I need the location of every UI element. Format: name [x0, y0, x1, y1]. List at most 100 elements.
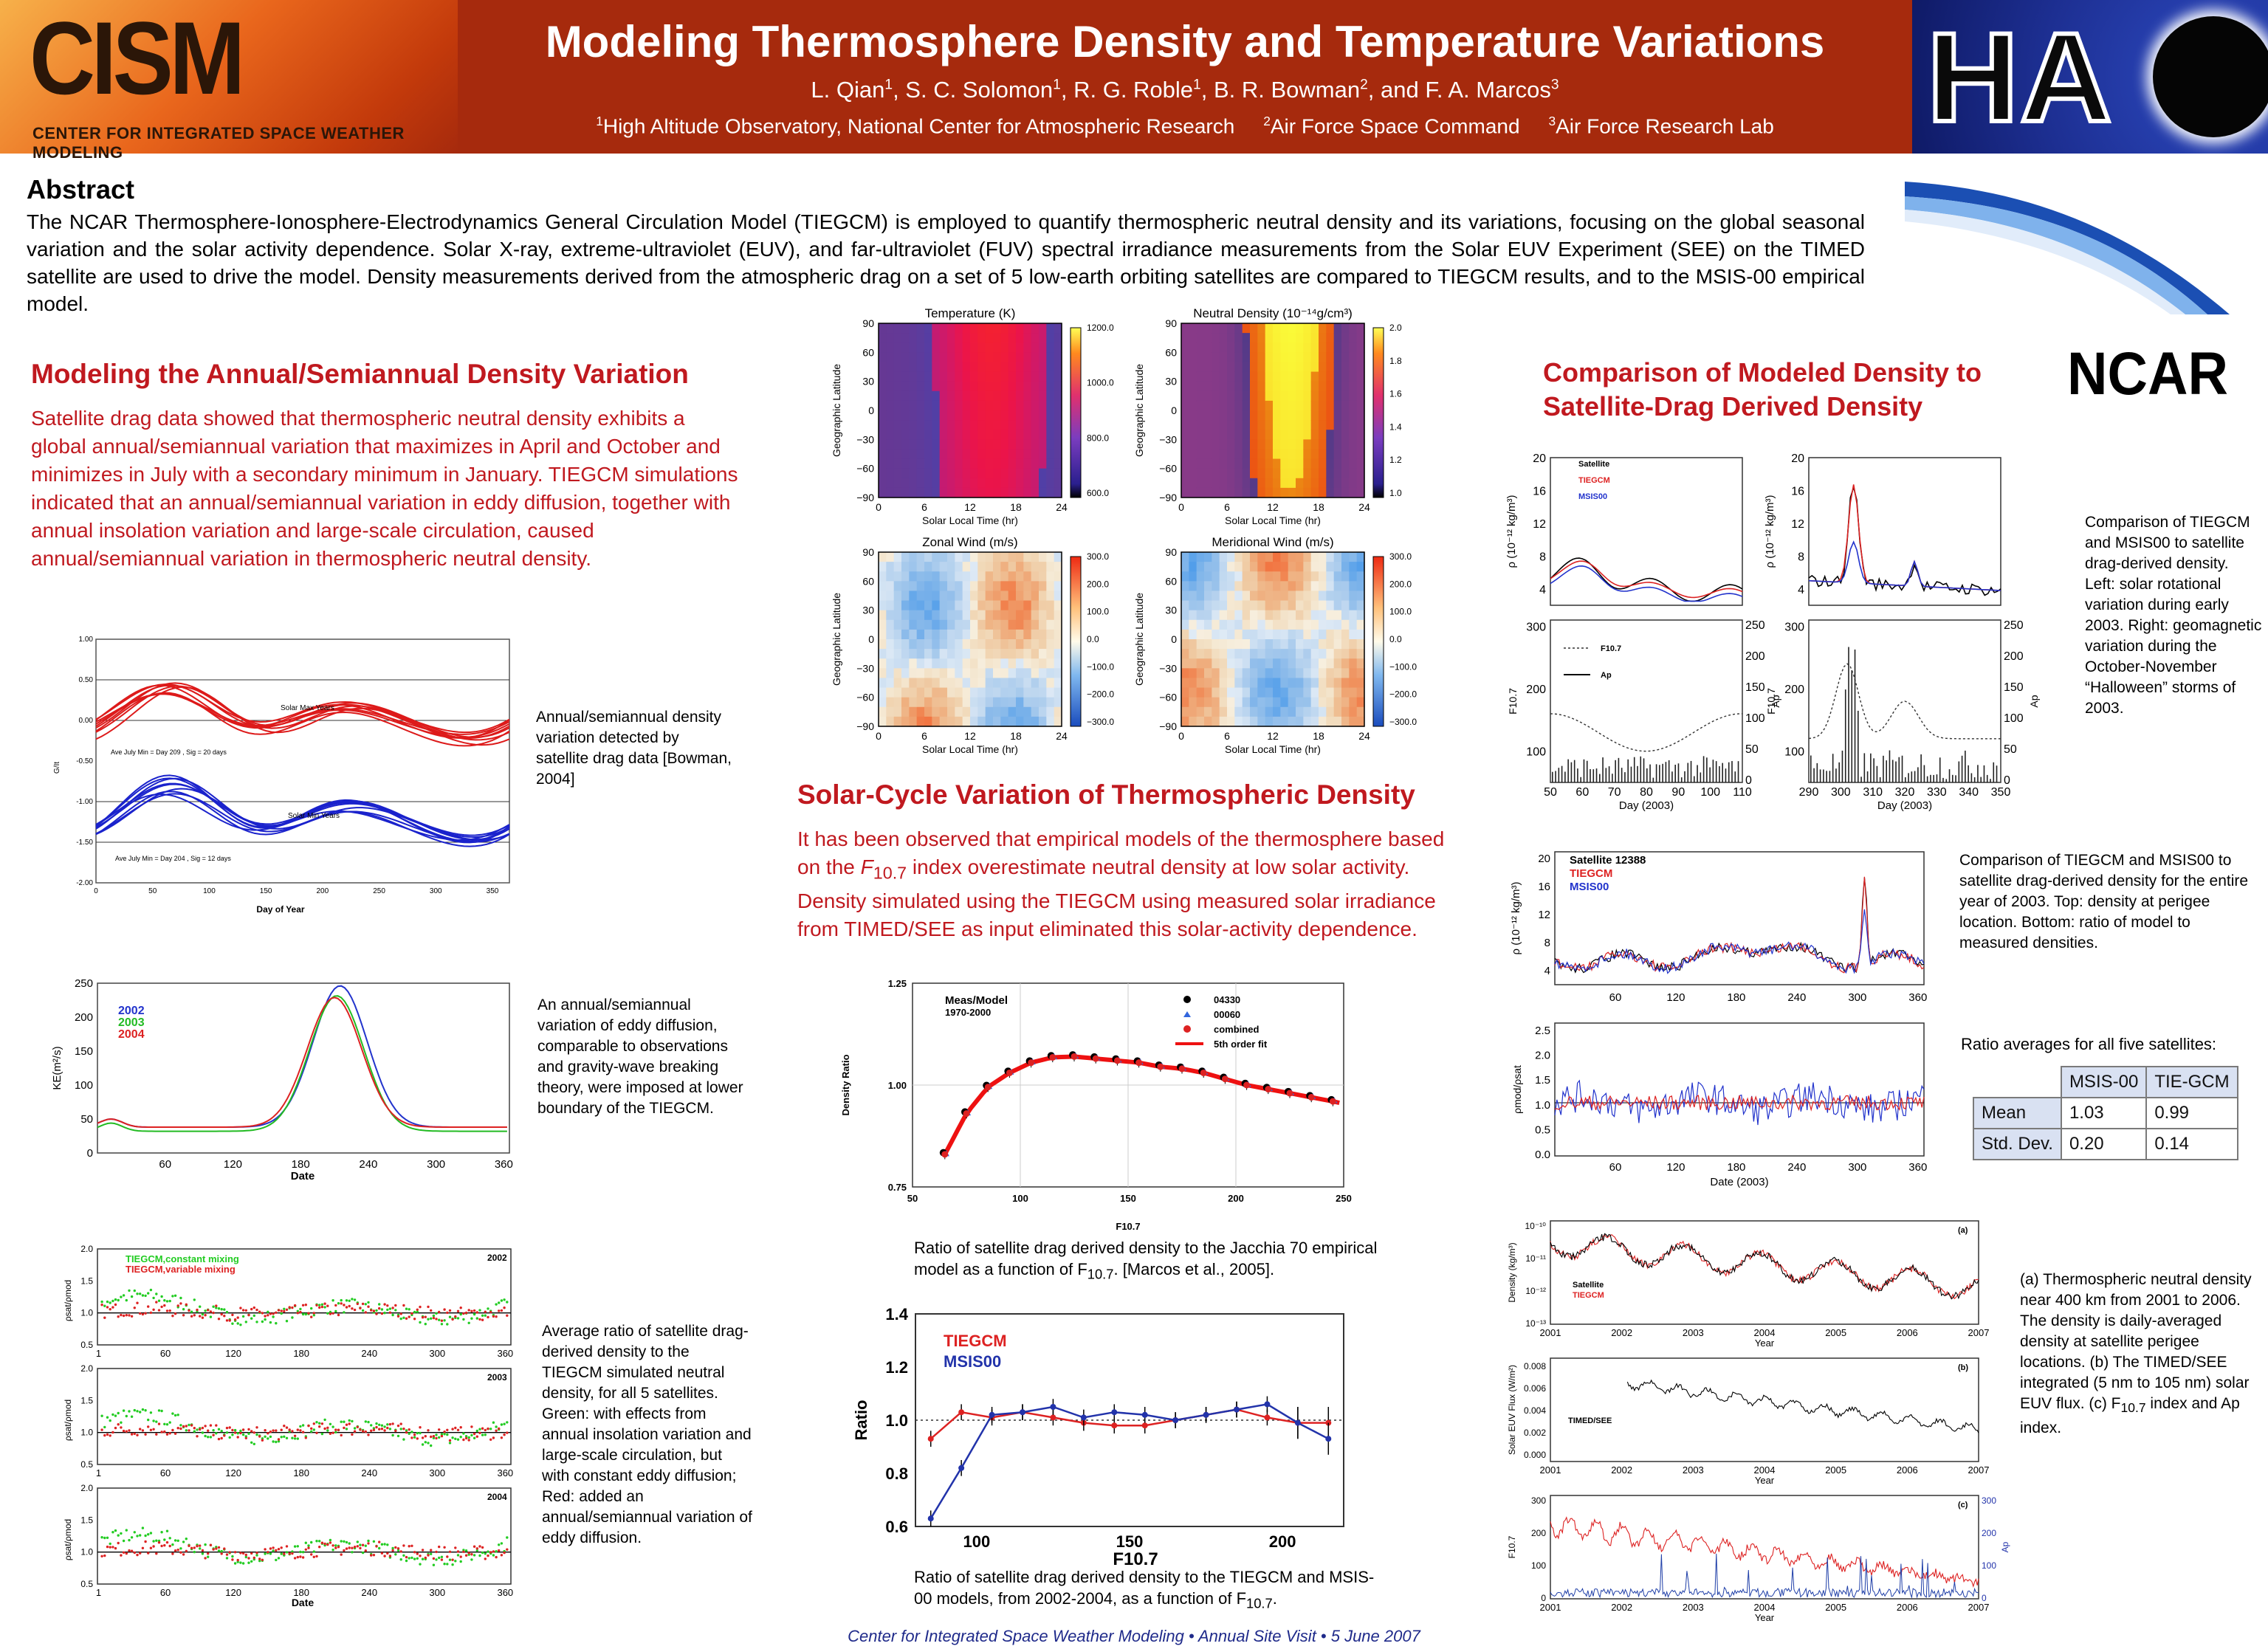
- heatmap-cell: [947, 323, 955, 334]
- heatmap-cell: [977, 487, 986, 498]
- data-point: [217, 1549, 221, 1552]
- data-point: [176, 1427, 179, 1430]
- heatmap-cell: [879, 571, 887, 582]
- series-line: [1550, 560, 1743, 599]
- data-point: [353, 1298, 357, 1301]
- heatmap-cell: [1054, 420, 1062, 430]
- heatmap-cell: [1356, 449, 1365, 460]
- heatmap-cell: [1280, 658, 1289, 669]
- data-point: [315, 1304, 318, 1307]
- tick-label: 10⁻¹²: [1525, 1286, 1546, 1296]
- data-point: [348, 1304, 351, 1308]
- heatmap-cell: [1265, 629, 1274, 640]
- heatmap-cell: [1349, 562, 1358, 572]
- tick-label: 120: [224, 1158, 242, 1171]
- data-point: [432, 1314, 436, 1318]
- heatmap-cell: [1341, 410, 1350, 421]
- heatmap-cell: [1054, 371, 1062, 382]
- bar: [1993, 762, 1995, 782]
- heatmap-cell: [1296, 449, 1304, 460]
- heatmap-cell: [1288, 668, 1296, 679]
- heatmap-cell: [1023, 381, 1032, 392]
- heatmap-cell: [1319, 439, 1327, 450]
- heatmap-cell: [1181, 342, 1189, 353]
- heatmap-cell: [893, 439, 902, 450]
- heatmap-cell: [1227, 629, 1235, 640]
- data-point: [149, 1411, 153, 1414]
- heatmap-cell: [1319, 678, 1327, 689]
- heatmap-cell: [932, 552, 941, 562]
- author-name: F. A. Marcos: [1425, 77, 1551, 103]
- heatmap-cell: [1273, 362, 1281, 373]
- heatmap-cell: [932, 629, 941, 640]
- data-point: [489, 1310, 492, 1314]
- heatmap-cell: [1265, 371, 1274, 382]
- colorbar-tick-label: −300.0: [1389, 717, 1417, 727]
- data-point: [402, 1438, 405, 1441]
- heatmap-cell: [939, 362, 948, 373]
- heatmap-cell: [1234, 562, 1243, 572]
- heatmap-cell: [1008, 468, 1017, 479]
- heatmap-cell: [1349, 581, 1358, 592]
- heatmap-cell: [939, 658, 948, 669]
- data-point: [241, 1428, 245, 1431]
- data-point: [117, 1411, 120, 1415]
- heatmap-cell: [985, 716, 994, 727]
- bar: [1914, 771, 1916, 782]
- data-point: [165, 1529, 169, 1532]
- heatmap-cell: [1356, 400, 1365, 411]
- bar: [1583, 759, 1585, 782]
- heatmap-cell: [1181, 639, 1189, 650]
- data-point: [171, 1428, 174, 1432]
- heatmap-cell: [1257, 400, 1266, 411]
- data-point: [419, 1305, 422, 1309]
- heatmap-cell: [1341, 610, 1350, 621]
- data-point: [122, 1429, 126, 1433]
- heatmap-cell: [1288, 449, 1296, 460]
- heatmap-cell: [1319, 478, 1327, 489]
- bar: [1580, 777, 1581, 782]
- heatmap-cell: [1227, 581, 1235, 592]
- heatmap-cell: [1234, 581, 1243, 592]
- heatmap-cell: [1273, 562, 1281, 572]
- data-point: [168, 1432, 171, 1435]
- heatmap-cell: [886, 591, 895, 602]
- heatmap-cell: [1349, 658, 1358, 669]
- heatmap-cell: [1319, 687, 1327, 698]
- data-point: [391, 1546, 394, 1550]
- data-point: [500, 1436, 504, 1439]
- data-point: [220, 1436, 223, 1440]
- heatmap-cell: [1288, 649, 1296, 659]
- heatmap-cell: [1196, 458, 1205, 469]
- data-point: [228, 1426, 231, 1429]
- heatmap-cell: [939, 649, 948, 659]
- tick-label: 2004: [1754, 1464, 1776, 1476]
- heatmap-cell: [1000, 381, 1009, 392]
- heatmap-cell: [1054, 439, 1062, 450]
- data-point: [171, 1315, 174, 1318]
- heatmap-cell: [1219, 430, 1228, 440]
- data-point: [356, 1302, 359, 1306]
- heatmap-cell: [1023, 649, 1032, 659]
- heatmap-cell: [1265, 333, 1274, 343]
- data-point: [386, 1543, 389, 1546]
- heatmap-cell: [1000, 323, 1009, 334]
- data-point: [495, 1429, 498, 1432]
- heatmap-cell: [1016, 668, 1024, 679]
- heatmap-cell: [1319, 649, 1327, 659]
- heatmap-cell: [1296, 458, 1304, 469]
- heatmap-cell: [901, 410, 910, 421]
- bar: [1684, 771, 1685, 782]
- data-point: [495, 1425, 498, 1428]
- heatmap-cell: [879, 619, 887, 630]
- y-axis-label: ρ (10⁻¹² kg/m³): [1764, 495, 1776, 568]
- heatmap-cell: [901, 390, 910, 402]
- heatmap-cell: [1310, 678, 1319, 689]
- tick-label: 0: [876, 501, 882, 513]
- bar: [1895, 761, 1897, 782]
- tick-label: 100: [1012, 1193, 1028, 1204]
- heatmap-cell: [1046, 458, 1055, 469]
- heatmap-cell: [1039, 352, 1047, 363]
- heatmap-cell: [1196, 449, 1205, 460]
- data-point: [430, 1309, 433, 1312]
